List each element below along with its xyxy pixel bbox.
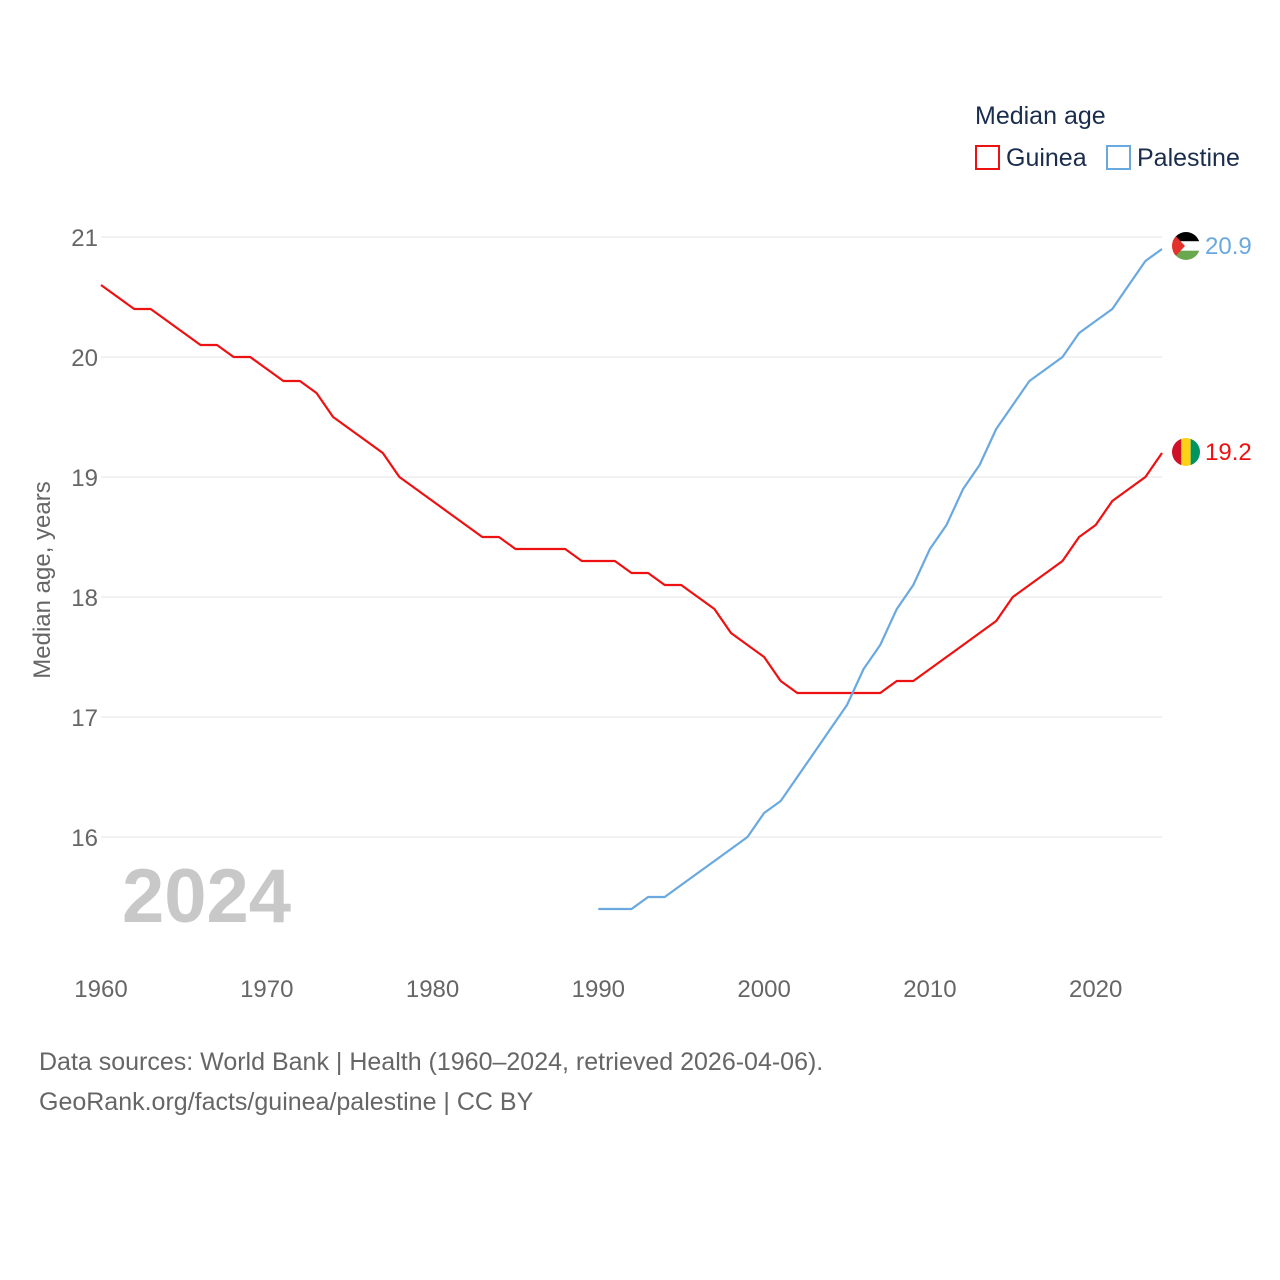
x-axis-ticks: 1960 1970 1980 1990 2000 2010 2020: [74, 976, 1122, 1003]
series-lines: [100, 248, 1163, 911]
legend-item-guinea[interactable]: Guinea: [975, 144, 1087, 172]
x-tick-label-1980: 1980: [406, 976, 459, 1003]
year-watermark: 2024: [122, 854, 291, 939]
grid-lines: [101, 236, 1162, 838]
y-tick-label-18: 18: [71, 585, 98, 612]
legend-swatch-guinea: [975, 145, 1000, 170]
guinea-flag-icon: [1172, 438, 1200, 466]
line-chart: 16 17 18 19 20 21 1960 1970 1980 1990 2000 2010 202…: [29, 102, 1252, 1003]
legend-label-palestine: Palestine: [1137, 144, 1240, 172]
x-tick-label-1990: 1990: [572, 976, 625, 1003]
y-tick-label-20: 20: [71, 345, 98, 372]
legend-label-guinea: Guinea: [1006, 144, 1087, 172]
x-tick-label-2000: 2000: [737, 976, 790, 1003]
y-tick-label-19: 19: [71, 465, 98, 492]
legend-title: Median age: [975, 102, 1106, 130]
y-tick-label-17: 17: [71, 705, 98, 732]
x-tick-label-1970: 1970: [240, 976, 293, 1003]
end-label-guinea: 19.2: [1205, 439, 1252, 466]
y-axis-label: Median age, years: [29, 481, 56, 678]
end-label-palestine: 20.9: [1205, 233, 1252, 260]
legend-swatch-palestine: [1106, 145, 1131, 170]
x-tick-label-2010: 2010: [903, 976, 956, 1003]
footer: Data sources: World Bank | Health (1960–…: [39, 1042, 823, 1122]
footer-sources: Data sources: World Bank | Health (1960–…: [39, 1048, 824, 1076]
y-axis-ticks: 16 17 18 19 20 21: [71, 225, 98, 852]
series-line-palestine[interactable]: [598, 248, 1163, 911]
legend-item-palestine[interactable]: Palestine: [1106, 144, 1240, 172]
footer-url[interactable]: GeoRank.org/facts/guinea/palestine | CC …: [39, 1088, 534, 1116]
y-tick-label-16: 16: [71, 825, 98, 852]
palestine-flag-icon: [1172, 232, 1200, 260]
y-tick-label-21: 21: [71, 225, 98, 252]
series-line-guinea[interactable]: [100, 284, 1163, 695]
legend[interactable]: Median age Guinea Palestine: [975, 102, 1240, 172]
end-labels: 19.2 20.9: [1172, 232, 1252, 466]
x-tick-label-2020: 2020: [1069, 976, 1122, 1003]
x-tick-label-1960: 1960: [74, 976, 127, 1003]
